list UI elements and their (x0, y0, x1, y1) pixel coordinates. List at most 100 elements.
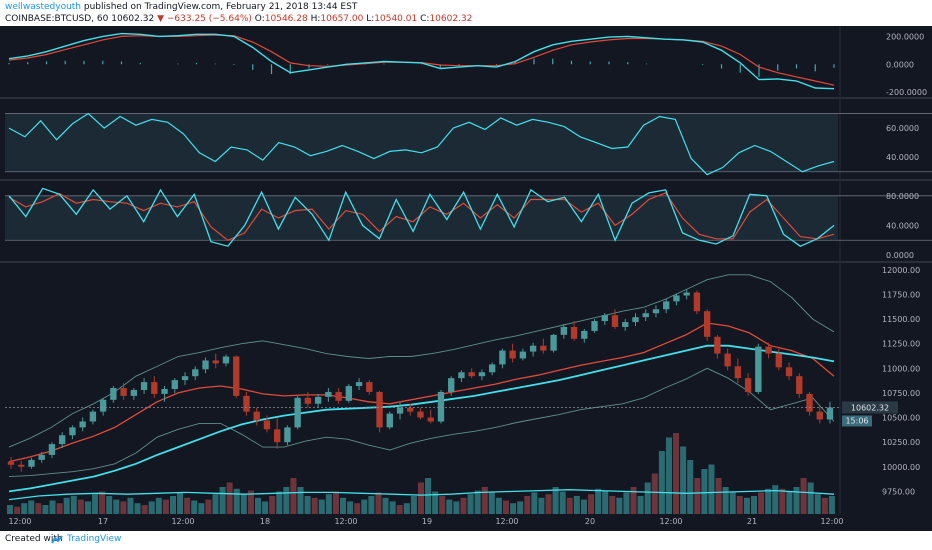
candle-body (386, 413, 393, 428)
volume-bar (304, 496, 311, 514)
author-link[interactable]: wellwastedyouth (5, 2, 82, 12)
time-axis-label: 17 (98, 517, 108, 526)
volume-bar (219, 487, 226, 514)
price-y-tick-label: 10750.00 (882, 389, 920, 398)
volume-bar (517, 501, 524, 514)
candle-body (663, 301, 670, 310)
candle-body (755, 346, 762, 392)
volume-bar (28, 500, 35, 514)
candle-body (806, 393, 813, 412)
chart-area[interactable]: 200.0000 0.0000 -200.0000 60.0000 40.0000 80.… (0, 26, 932, 531)
volume-bar (552, 487, 559, 514)
candle-body (79, 421, 86, 428)
volume-bar (821, 497, 828, 514)
time-axis-label: 20 (585, 517, 595, 526)
volume-bar (623, 492, 630, 514)
candle-body (591, 321, 598, 331)
volume-bar (290, 478, 297, 514)
candle-body (151, 382, 158, 394)
volume-bar (665, 437, 672, 514)
volume-bar (432, 491, 439, 514)
candle-body (7, 461, 15, 465)
stoch-y-tick-label: 80.0000 (886, 192, 919, 201)
volume-bar (382, 497, 389, 514)
candle-body (99, 399, 107, 412)
candle-body (335, 391, 342, 401)
open-value: 10546.28 (264, 14, 308, 24)
candle-body (59, 435, 66, 445)
volume-bar (113, 499, 120, 514)
candle-body (376, 391, 383, 428)
volume-bar (779, 488, 786, 514)
volume-bar (772, 485, 779, 514)
osc-y-tick-label: 200.0000 (886, 32, 924, 41)
tradingview-logo-icon (51, 535, 63, 544)
price-y-tick-label: 11000.00 (882, 364, 920, 373)
volume-bar (254, 497, 262, 514)
candle-body (28, 459, 35, 467)
candle-body (212, 360, 219, 364)
candle-body (529, 345, 537, 352)
candle-body (202, 360, 209, 370)
candle-body (724, 353, 731, 367)
volume-bar (127, 497, 134, 514)
volume-bar (602, 490, 609, 514)
candle-body (294, 397, 301, 428)
volume-bar (715, 478, 722, 514)
close-value: 10602.32 (429, 14, 473, 24)
candle-body (407, 407, 414, 412)
bollinger-upper-line (8, 274, 835, 448)
candle-body (714, 336, 721, 354)
candle-body (550, 334, 557, 351)
change-value: −633.25 (−5.64%) (166, 14, 252, 24)
candle-body (765, 346, 772, 354)
candle-body (355, 382, 363, 387)
candle-body (89, 411, 97, 422)
volume-bar (425, 478, 432, 514)
symbol-label: COINBASE:BTCUSD, 60 (5, 14, 109, 24)
time-axis-label: 12:00 (820, 517, 843, 526)
time-axis-label: 12:00 (495, 517, 518, 526)
volume-bar (446, 499, 453, 514)
candle-body (448, 378, 455, 392)
tradingview-brand-link[interactable]: TradingView (67, 534, 122, 544)
published-text: published on TradingView.com, February 2… (83, 2, 358, 12)
candle-body (284, 427, 291, 443)
chart-canvas[interactable]: 200.00000.0000-200.000060.000040.000080.… (0, 26, 932, 531)
candle-body (304, 397, 312, 404)
volume-bar (368, 496, 375, 514)
volume-bar (283, 487, 290, 514)
volume-bar (84, 501, 91, 514)
stoch-y-tick-label: 40.0000 (886, 221, 919, 230)
volume-bar (297, 487, 304, 514)
candle-body (519, 351, 527, 359)
volume-bar (134, 503, 141, 514)
change-arrow: ▼ (157, 14, 164, 24)
volume-bar (177, 492, 184, 514)
price-y-tick-label: 10000.00 (882, 463, 920, 472)
time-axis-label: 21 (747, 517, 757, 526)
candle-body (171, 380, 178, 389)
volume-bar (595, 488, 602, 514)
volume-bar (375, 492, 382, 514)
volume-bar (318, 499, 325, 514)
low-value: 10540.01 (374, 14, 418, 24)
osc-y-tick-label: -200.0000 (886, 88, 927, 97)
high-value: 10657.00 (320, 14, 364, 24)
volume-bar (828, 496, 835, 514)
volume-bar (247, 490, 254, 514)
volume-bar (538, 497, 545, 514)
volume-bar (609, 496, 616, 514)
volume-bar (786, 491, 793, 514)
candle-body (314, 396, 322, 404)
volume-bar (141, 505, 148, 514)
volume-bar (70, 496, 77, 514)
stoch-y-tick-label: 0.0000 (886, 251, 914, 260)
volume-bar (580, 499, 587, 514)
candle-body (785, 367, 793, 377)
close-label: C: (420, 14, 430, 24)
volume-bar (481, 487, 488, 514)
candle-body (642, 313, 649, 318)
footer: Created with TradingView (0, 531, 932, 550)
volume-bar (687, 460, 694, 514)
